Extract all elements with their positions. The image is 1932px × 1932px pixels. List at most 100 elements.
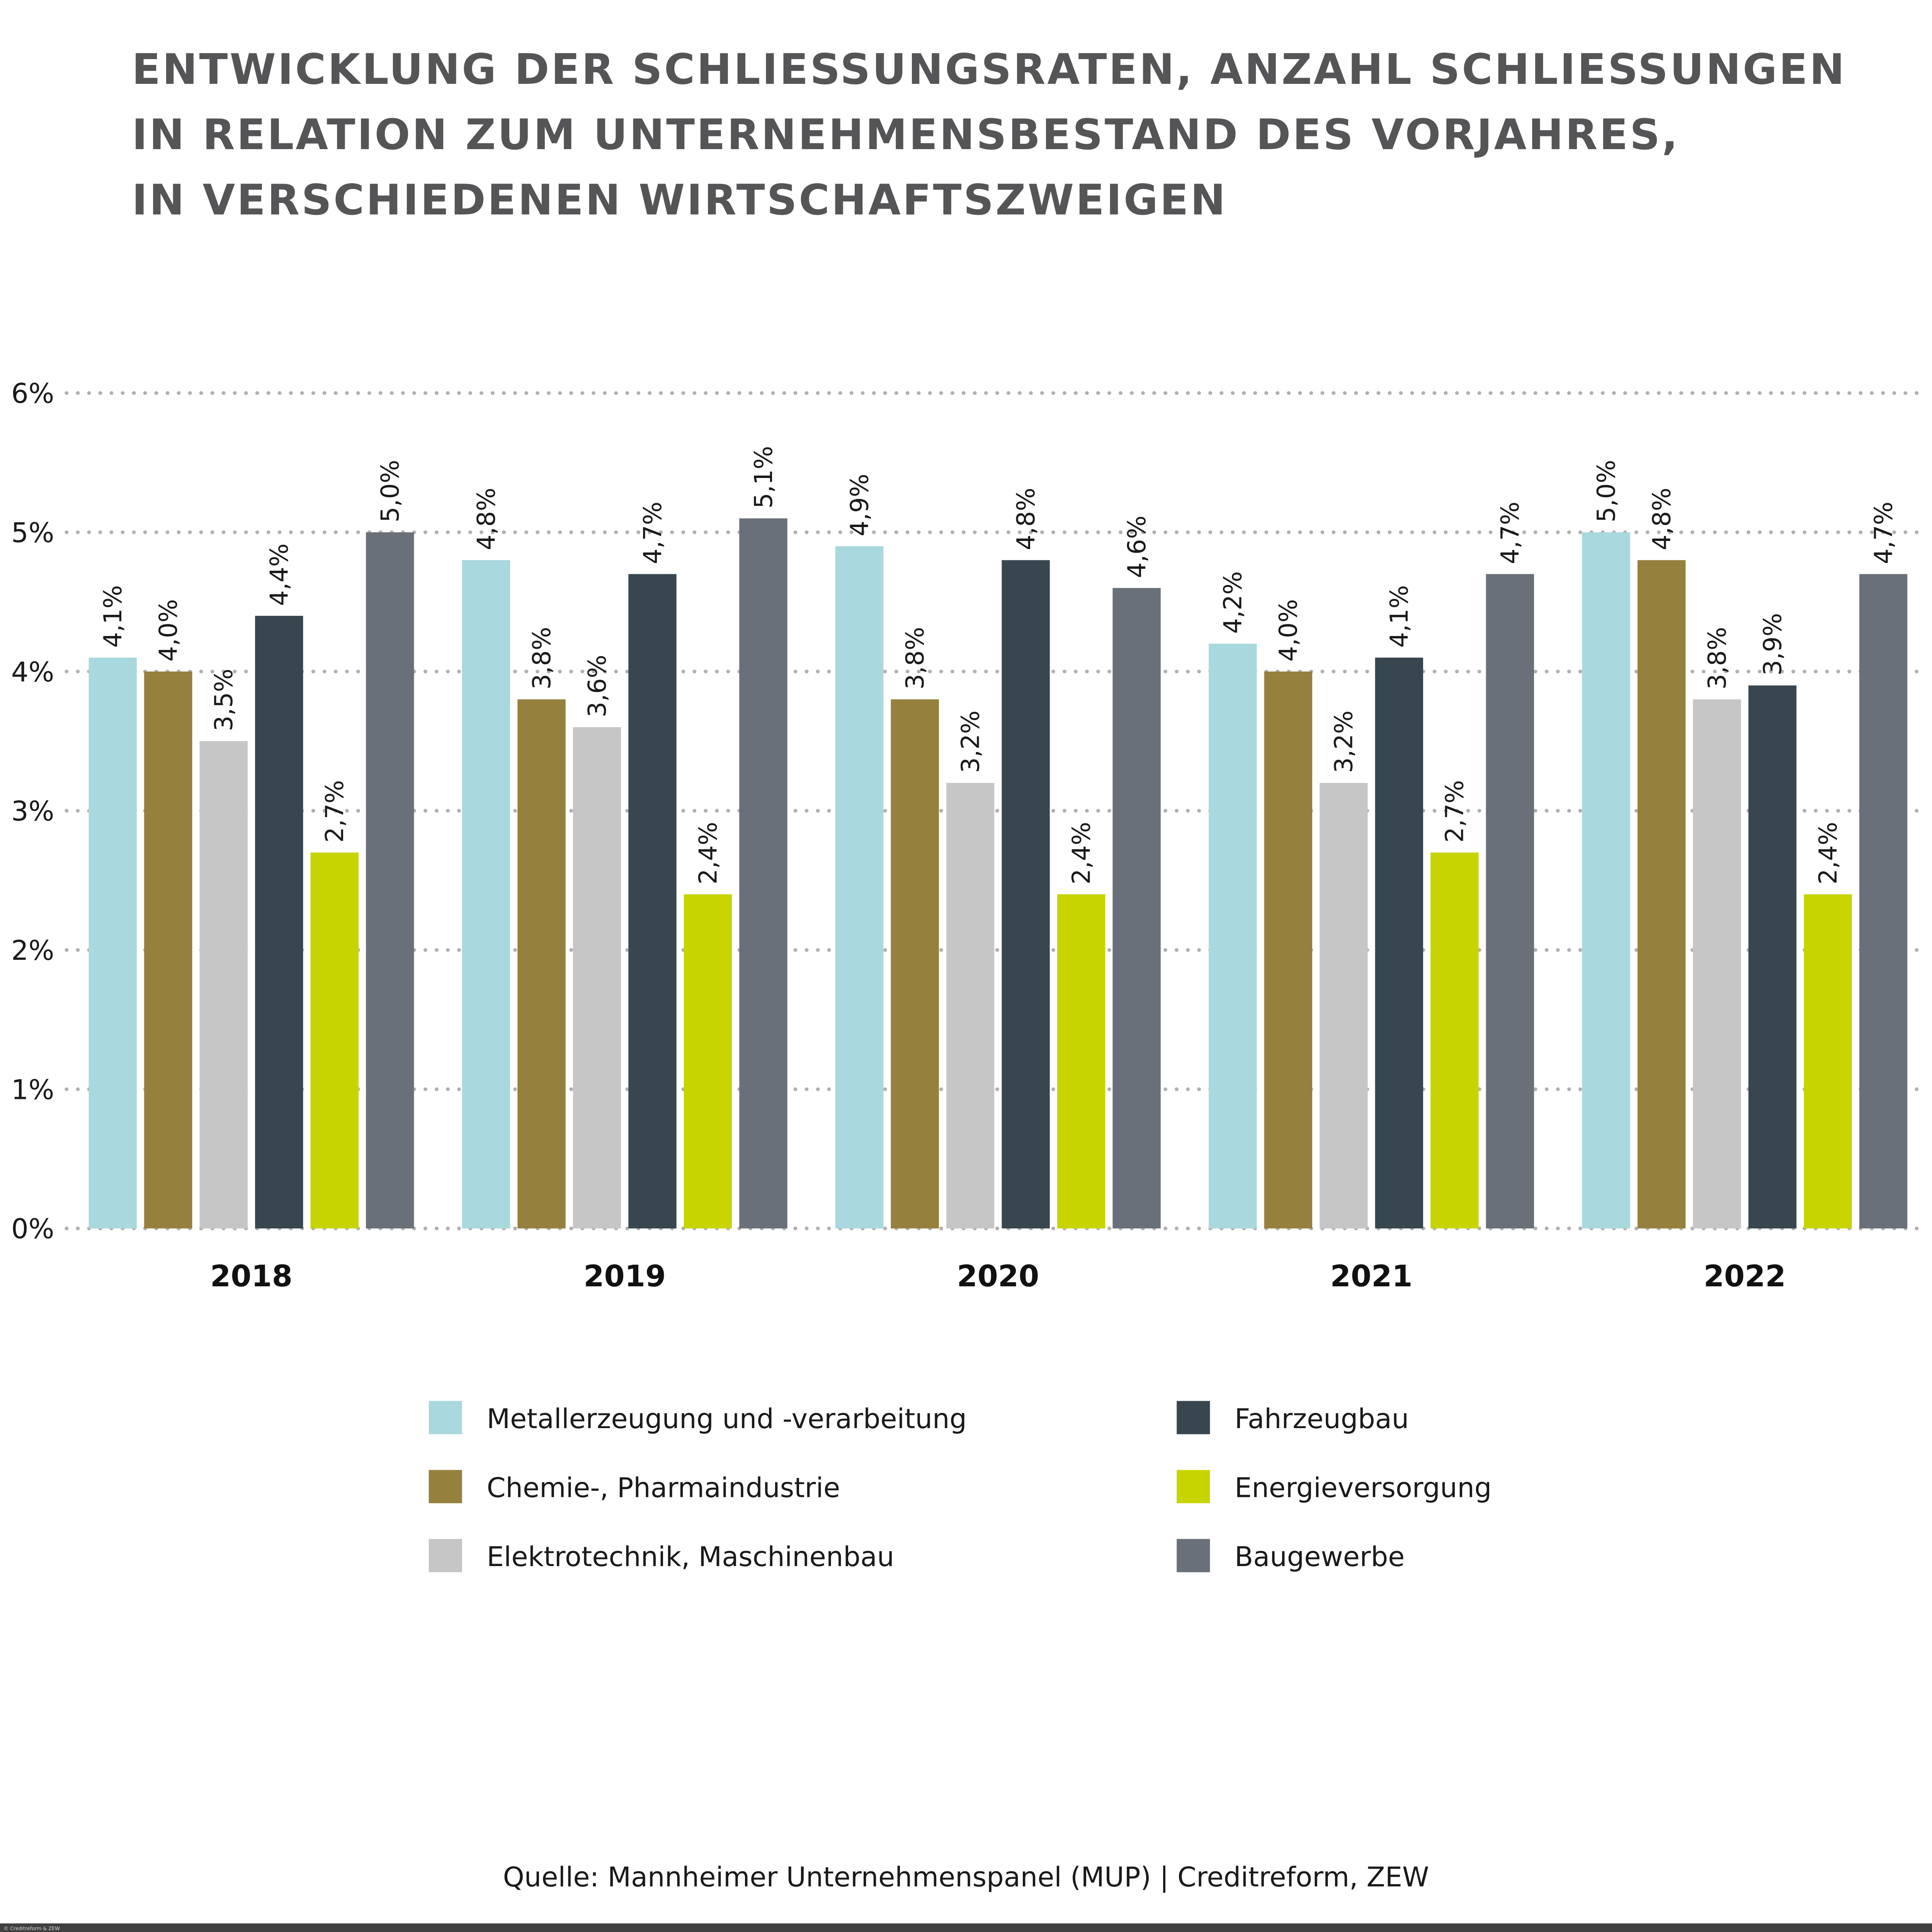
x-axis: 2018 2019 2020 2021 2022 bbox=[210, 1259, 1786, 1294]
bar bbox=[1486, 574, 1534, 1229]
data-label: 3,5% bbox=[210, 669, 238, 731]
data-label: 4,8% bbox=[1648, 488, 1676, 550]
bar bbox=[310, 852, 359, 1229]
bars: 4,1% 4,0% 3,5% 4,4% 2,7% 5,0% 4,8% 3,8% 3,6% 4,7%… bbox=[88, 446, 1908, 1229]
data-label: 4,1% bbox=[99, 585, 128, 648]
legend-swatch bbox=[429, 1401, 462, 1434]
data-label: 2,7% bbox=[321, 780, 349, 843]
legend: Metallerzeugung und -verarbeitung Chemie-… bbox=[429, 1401, 1492, 1573]
y-tick-label: 6% bbox=[11, 378, 54, 410]
bar bbox=[1057, 894, 1105, 1229]
data-label: 3,6% bbox=[583, 655, 612, 718]
data-label: 4,7% bbox=[639, 502, 667, 564]
legend-label: Baugewerbe bbox=[1235, 1541, 1405, 1573]
data-label: 5,0% bbox=[1592, 460, 1621, 522]
x-tick-label: 2020 bbox=[957, 1259, 1039, 1294]
data-label: 5,1% bbox=[750, 446, 778, 509]
bar bbox=[1209, 643, 1257, 1229]
data-label: 4,6% bbox=[1123, 515, 1151, 578]
legend-swatch bbox=[1177, 1401, 1210, 1434]
legend-item: Baugewerbe bbox=[1177, 1539, 1405, 1573]
bar bbox=[1375, 657, 1423, 1229]
bar bbox=[1637, 560, 1686, 1229]
y-tick-label: 5% bbox=[11, 517, 54, 549]
bar bbox=[891, 699, 939, 1229]
copyright: © Creditreform & ZEW bbox=[4, 1926, 60, 1932]
legend-item: Chemie-, Pharmaindustrie bbox=[429, 1470, 840, 1503]
source-note: Quelle: Mannheimer Unternehmenspanel (MU… bbox=[503, 1861, 1429, 1893]
data-label: 4,4% bbox=[265, 543, 294, 606]
x-tick-label: 2021 bbox=[1330, 1259, 1413, 1294]
data-label: 4,7% bbox=[1496, 502, 1525, 564]
data-label: 4,0% bbox=[1274, 599, 1303, 662]
data-label: 2,4% bbox=[1814, 822, 1843, 884]
data-label: 4,0% bbox=[155, 599, 183, 662]
data-label: 4,8% bbox=[1012, 488, 1041, 550]
bar bbox=[462, 560, 510, 1229]
legend-item: Elektrotechnik, Maschinenbau bbox=[429, 1539, 895, 1573]
data-label: 3,9% bbox=[1759, 613, 1787, 675]
bar bbox=[88, 657, 137, 1229]
data-label: 2,4% bbox=[694, 822, 723, 884]
bar bbox=[1859, 574, 1908, 1229]
legend-label: Fahrzeugbau bbox=[1235, 1403, 1409, 1435]
data-label: 3,8% bbox=[1703, 627, 1732, 689]
bar bbox=[517, 699, 566, 1229]
bar bbox=[1804, 894, 1852, 1229]
data-label: 2,7% bbox=[1441, 780, 1469, 843]
data-label: 4,7% bbox=[1869, 502, 1898, 564]
title-line-2: IN RELATION ZUM UNTERNEHMENSBESTAND DES … bbox=[132, 110, 1680, 159]
y-tick-label: 2% bbox=[11, 935, 54, 966]
data-label: 4,8% bbox=[472, 488, 501, 550]
y-tick-label: 1% bbox=[11, 1074, 54, 1105]
data-label: 3,8% bbox=[901, 627, 930, 689]
bar bbox=[366, 532, 414, 1229]
x-tick-label: 2022 bbox=[1704, 1259, 1786, 1294]
x-tick-label: 2018 bbox=[210, 1259, 293, 1294]
data-label: 5,0% bbox=[376, 460, 405, 522]
legend-item: Fahrzeugbau bbox=[1177, 1401, 1409, 1435]
data-label: 3,2% bbox=[1330, 711, 1359, 773]
bar bbox=[628, 574, 677, 1229]
legend-item: Energieversorgung bbox=[1177, 1470, 1492, 1503]
legend-label: Chemie-, Pharmaindustrie bbox=[487, 1472, 840, 1503]
y-tick-label: 4% bbox=[11, 656, 54, 688]
footer-bar bbox=[0, 1923, 1932, 1932]
bar bbox=[739, 518, 787, 1229]
title-line-1: ENTWICKLUNG DER SCHLIESSUNGSRATEN, ANZAH… bbox=[132, 45, 1846, 94]
y-axis: 0% 1% 2% 3% 4% 5% 6% bbox=[11, 378, 54, 1245]
bar bbox=[1582, 532, 1630, 1229]
legend-swatch bbox=[429, 1539, 462, 1572]
legend-label: Energieversorgung bbox=[1235, 1472, 1492, 1503]
bar bbox=[199, 741, 248, 1229]
chart-title: ENTWICKLUNG DER SCHLIESSUNGSRATEN, ANZAH… bbox=[132, 45, 1846, 224]
y-tick-label: 0% bbox=[11, 1213, 54, 1245]
legend-label: Elektrotechnik, Maschinenbau bbox=[487, 1541, 895, 1573]
data-label: 2,4% bbox=[1067, 822, 1096, 884]
legend-swatch bbox=[429, 1470, 462, 1503]
x-tick-label: 2019 bbox=[583, 1259, 666, 1294]
data-label: 4,9% bbox=[845, 474, 874, 536]
legend-swatch bbox=[1177, 1539, 1210, 1572]
title-line-3: IN VERSCHIEDENEN WIRTSCHAFTSZWEIGEN bbox=[132, 175, 1227, 224]
bar bbox=[1002, 560, 1050, 1229]
data-label: 4,1% bbox=[1385, 585, 1414, 648]
legend-swatch bbox=[1177, 1470, 1210, 1503]
bar bbox=[144, 671, 192, 1229]
bar bbox=[835, 546, 884, 1229]
data-label: 3,8% bbox=[528, 627, 556, 689]
data-label: 3,2% bbox=[956, 711, 985, 773]
data-label: 4,2% bbox=[1219, 571, 1248, 634]
bar bbox=[684, 894, 732, 1229]
y-tick-label: 3% bbox=[11, 796, 54, 827]
bar bbox=[1264, 671, 1313, 1229]
legend-item: Metallerzeugung und -verarbeitung bbox=[429, 1401, 967, 1435]
bar bbox=[946, 783, 995, 1229]
bar bbox=[1748, 685, 1797, 1229]
bar bbox=[1320, 783, 1368, 1229]
bar bbox=[1693, 699, 1741, 1229]
bar bbox=[1112, 588, 1161, 1229]
legend-label: Metallerzeugung und -verarbeitung bbox=[487, 1403, 967, 1435]
bar bbox=[573, 727, 621, 1229]
bar bbox=[255, 616, 303, 1229]
